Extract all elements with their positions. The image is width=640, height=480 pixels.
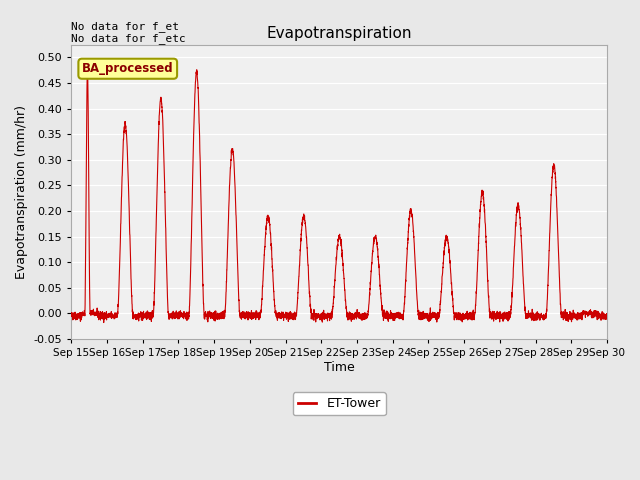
Text: BA_processed: BA_processed — [82, 62, 173, 75]
Legend: ET-Tower: ET-Tower — [292, 392, 386, 415]
Title: Evapotranspiration: Evapotranspiration — [266, 25, 412, 41]
X-axis label: Time: Time — [324, 361, 355, 374]
Text: No data for f_et
No data for f_etc: No data for f_et No data for f_etc — [71, 21, 186, 45]
Y-axis label: Evapotranspiration (mm/hr): Evapotranspiration (mm/hr) — [15, 105, 28, 279]
